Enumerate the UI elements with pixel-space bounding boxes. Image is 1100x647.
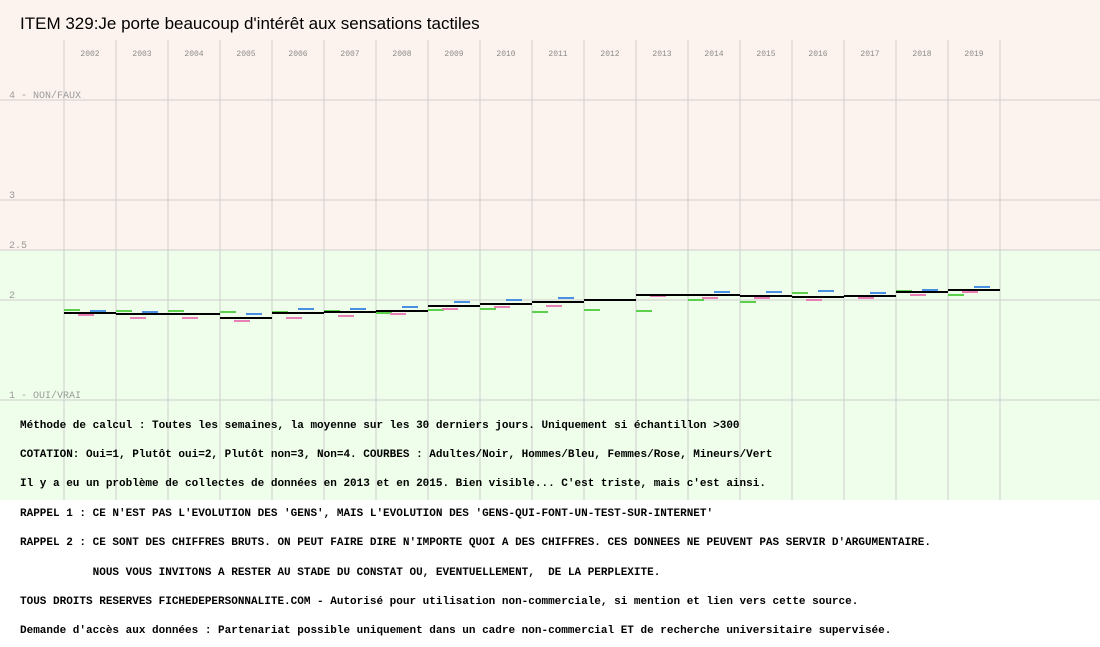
- y-tick-label: 4 - NON/FAUX: [9, 90, 81, 102]
- background-zone: [0, 0, 1100, 250]
- y-tick-label: 3: [9, 191, 15, 202]
- chart-title: ITEM 329:Je porte beaucoup d'intérêt aux…: [20, 14, 480, 33]
- year-label: 2002: [80, 50, 99, 59]
- year-label: 2016: [808, 50, 827, 59]
- year-label: 2018: [912, 50, 931, 59]
- notes-block: Méthode de calcul : Toutes les semaines,…: [20, 402, 1095, 647]
- year-label: 2005: [236, 50, 255, 59]
- note-line: RAPPEL 1 : CE N'EST PAS L'EVOLUTION DES …: [20, 507, 714, 520]
- year-label: 2014: [704, 50, 723, 59]
- y-axis-labels: 4 - NON/FAUX 3 2.5 2 1 - OUI/VRAI: [9, 90, 81, 402]
- note-line: Demande d'accès aux données : Partenaria…: [20, 625, 892, 638]
- chart: 2002 2003 2004 2005 2006 2007 2008 2009 2010 2011…: [0, 0, 1100, 500]
- year-label: 2004: [184, 50, 203, 59]
- year-label: 2011: [548, 50, 567, 59]
- year-label: 2007: [340, 50, 359, 59]
- year-label: 2013: [652, 50, 671, 59]
- note-line: RAPPEL 2 : CE SONT DES CHIFFRES BRUTS. O…: [20, 537, 931, 550]
- year-label: 2015: [756, 50, 775, 59]
- year-label: 2017: [860, 50, 879, 59]
- year-label: 2010: [496, 50, 515, 59]
- note-line: Méthode de calcul : Toutes les semaines,…: [20, 419, 740, 432]
- note-line: TOUS DROITS RESERVES FICHEDEPERSONNALITE…: [20, 595, 859, 608]
- year-label: 2006: [288, 50, 307, 59]
- note-line: COTATION: Oui=1, Plutôt oui=2, Plutôt no…: [20, 448, 773, 461]
- y-tick-label: 2: [9, 291, 15, 302]
- year-label: 2003: [132, 50, 151, 59]
- grid-lines: [0, 40, 1100, 500]
- note-line: NOUS VOUS INVITONS A RESTER AU STADE DU …: [20, 566, 661, 579]
- y-tick-label: 2.5: [9, 241, 27, 252]
- y-tick-label: 1 - OUI/VRAI: [9, 390, 81, 402]
- year-label: 2019: [964, 50, 983, 59]
- year-label: 2008: [392, 50, 411, 59]
- year-label: 2012: [600, 50, 619, 59]
- series-marks: [64, 286, 1000, 322]
- note-line: Il y a eu un problème de collectes de do…: [20, 478, 766, 491]
- year-label: 2009: [444, 50, 463, 59]
- x-axis-labels: 2002 2003 2004 2005 2006 2007 2008 2009 2010 2011…: [80, 50, 983, 59]
